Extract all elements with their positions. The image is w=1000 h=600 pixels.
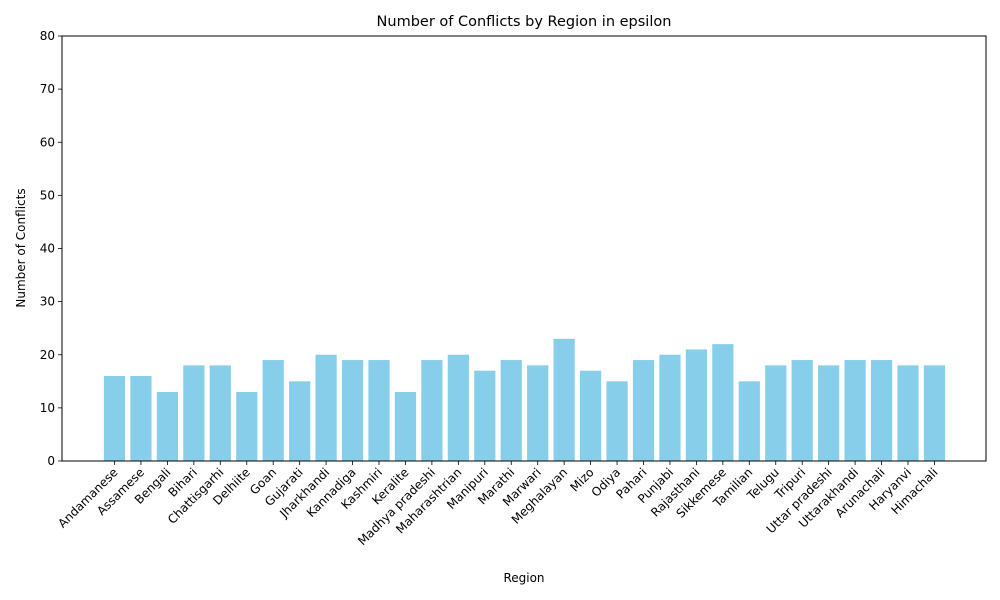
- y-tick-label: 80: [40, 29, 55, 43]
- bar-manipuri: [474, 370, 496, 461]
- y-tick-label: 50: [40, 188, 55, 202]
- y-axis-label: Number of Conflicts: [14, 188, 28, 307]
- bar-gujarati: [289, 381, 311, 461]
- bar-marwari: [527, 365, 549, 462]
- y-tick-label: 60: [40, 135, 55, 149]
- bar-chattisgarhi: [209, 365, 231, 462]
- y-tick-label: 10: [40, 401, 55, 415]
- bar-marathi: [500, 360, 522, 461]
- bar-maharashtrian: [447, 354, 469, 461]
- y-tick-label: 70: [40, 82, 55, 96]
- bar-keralite: [394, 391, 417, 461]
- y-tick-label: 0: [47, 454, 55, 468]
- bar-bengali: [156, 391, 178, 461]
- y-tick-label: 30: [40, 295, 55, 309]
- y-tick-label: 40: [40, 242, 55, 256]
- bar-meghalayan: [553, 338, 575, 461]
- bar-sikkemese: [712, 344, 734, 462]
- bar-arunachali: [870, 360, 893, 461]
- bar-bihari: [183, 365, 205, 462]
- bars-group: [103, 338, 946, 462]
- bar-madhya-pradeshi: [421, 360, 443, 461]
- bar-kannadiga: [341, 360, 364, 461]
- bar-assamese: [130, 376, 152, 461]
- bar-rajasthani: [685, 349, 707, 461]
- bar-mizo: [580, 370, 602, 461]
- bar-tamilian: [738, 381, 760, 461]
- bar-pahari: [632, 360, 655, 461]
- plot-frame: [61, 35, 987, 462]
- bar-odiya: [606, 381, 628, 461]
- bar-kashmiri: [368, 360, 390, 461]
- y-tick-label: 20: [40, 348, 55, 362]
- bar-uttarakhandi: [844, 360, 866, 461]
- bar-delhiite: [236, 391, 258, 461]
- bar-telugu: [765, 365, 787, 462]
- bar-haryanvi: [897, 365, 919, 462]
- bar-goan: [262, 360, 284, 461]
- bar-tripuri: [791, 360, 813, 461]
- y-axis: 0 10 20 30 40 50 60 70 80: [40, 29, 62, 468]
- bar-punjabi: [659, 354, 681, 461]
- bar-andamanese: [103, 376, 126, 461]
- bar-uttar-pradeshi: [818, 365, 840, 462]
- bar-himachali: [923, 365, 946, 462]
- x-axis-label: Region: [503, 571, 544, 585]
- bar-jharkhandi: [315, 354, 337, 461]
- chart-title: Number of Conflicts by Region in epsilon: [377, 14, 672, 30]
